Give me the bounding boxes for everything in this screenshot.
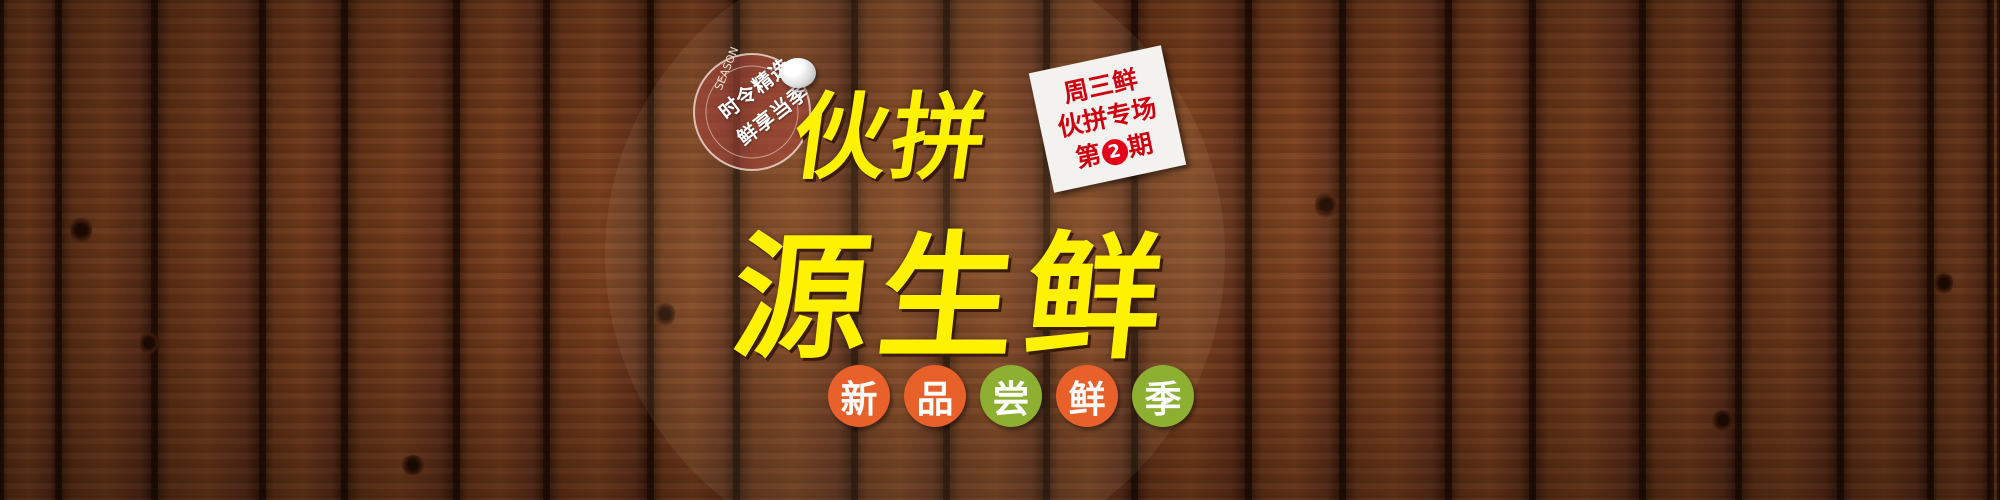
wood-plank [262,0,344,500]
badge-2: 品 [904,365,966,427]
wood-plank [1532,0,1642,500]
wood-knot [1935,270,1953,296]
wood-knot [140,330,158,356]
wood-plank [1738,0,1840,500]
badge-4: 鲜 [1056,365,1118,427]
wood-plank [344,0,456,500]
note-issue-prefix: 第 [1073,139,1104,174]
wood-plank [154,0,262,500]
badge-5: 季 [1132,365,1194,427]
wood-plank [1448,0,1532,500]
wood-plank [1990,0,2000,500]
badge-1: 新 [828,365,890,427]
wood-knot [1315,190,1337,220]
badge-3: 尝 [980,365,1042,427]
headline-line2: 源生鲜 [725,220,1180,378]
stamp-seal [693,53,811,171]
headline-line1: 伙拼 [786,84,998,193]
wood-plank [1248,0,1342,500]
wood-plank [1840,0,1930,500]
wood-knot [400,455,426,475]
wood-plank [0,0,58,500]
wood-plank [456,0,546,500]
wood-plank [58,0,154,500]
wood-plank [1342,0,1448,500]
wood-knot [655,300,675,328]
wood-knot [1710,410,1736,430]
pushpin-icon [780,58,816,88]
badge-row: 新 品 尝 鲜 季 [828,365,1194,427]
wood-plank [546,0,650,500]
note-issue-number: 2 [1099,136,1130,168]
wood-plank [1930,0,1990,500]
note-issue-suffix: 期 [1124,128,1156,163]
wood-knot [935,120,951,142]
wood-knot [70,215,92,245]
